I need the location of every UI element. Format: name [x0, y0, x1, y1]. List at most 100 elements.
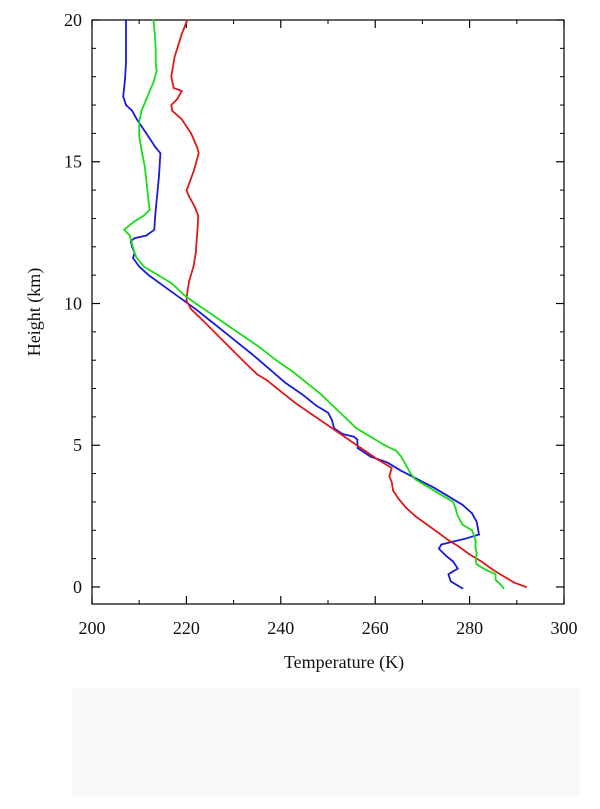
data-point — [452, 570, 454, 573]
data-point — [159, 152, 162, 155]
data-point — [140, 149, 143, 152]
data-point — [386, 461, 388, 464]
y-tick-label: 15 — [64, 152, 82, 172]
data-point — [140, 109, 143, 112]
data-point — [193, 206, 196, 209]
data-point — [356, 447, 359, 449]
data-point — [463, 537, 466, 540]
data-point — [180, 89, 183, 92]
data-point — [147, 200, 150, 203]
data-point — [190, 132, 193, 135]
series-line-2 — [170, 19, 527, 588]
data-point — [138, 121, 141, 123]
data-point — [133, 251, 136, 254]
data-point — [265, 379, 268, 381]
data-point — [154, 61, 157, 64]
data-point — [237, 342, 240, 345]
data-point — [475, 563, 478, 566]
data-point — [414, 478, 417, 481]
data-point — [195, 237, 198, 240]
data-point — [153, 228, 156, 231]
data-point — [145, 234, 148, 237]
data-point — [275, 359, 277, 362]
data-point — [474, 559, 477, 561]
data-point — [147, 274, 150, 277]
data-point — [499, 583, 502, 586]
data-point — [143, 166, 146, 169]
data-point — [301, 393, 303, 396]
data-point — [474, 540, 477, 543]
data-point — [409, 472, 412, 475]
data-point — [154, 146, 157, 149]
data-point — [426, 523, 429, 526]
data-point — [244, 362, 247, 364]
data-point — [471, 512, 473, 515]
data-point — [355, 427, 358, 430]
data-point — [156, 194, 159, 197]
data-point — [400, 469, 403, 472]
y-axis-label: Height (km) — [24, 268, 45, 356]
data-point — [135, 118, 138, 121]
data-point — [404, 464, 407, 466]
data-point — [397, 498, 400, 501]
data-point — [132, 257, 134, 260]
data-point — [244, 336, 247, 339]
data-point — [131, 109, 134, 112]
data-point — [327, 424, 329, 427]
data-point — [187, 194, 190, 197]
data-point — [190, 308, 193, 311]
data-point — [124, 78, 126, 81]
plot-frame — [91, 19, 565, 605]
data-point — [256, 373, 259, 376]
data-point — [261, 347, 263, 350]
data-point — [171, 109, 174, 112]
data-point — [230, 347, 233, 350]
data-point — [145, 183, 148, 186]
data-point — [154, 209, 157, 211]
data-point — [193, 169, 195, 172]
data-point — [194, 302, 197, 305]
data-point — [447, 573, 450, 576]
data-point — [145, 98, 148, 101]
data-point — [392, 489, 395, 492]
y-tick-label: 20 — [64, 10, 82, 30]
data-point — [471, 529, 473, 532]
data-point — [440, 543, 443, 546]
data-point — [452, 560, 454, 563]
data-point — [171, 282, 174, 285]
data-point — [223, 330, 226, 333]
data-point — [414, 515, 417, 518]
data-point — [196, 146, 199, 149]
data-point — [478, 533, 480, 536]
data-point — [251, 353, 254, 356]
data-point — [227, 325, 230, 328]
data-point — [456, 584, 459, 587]
data-point — [133, 220, 136, 223]
data-point — [456, 544, 459, 547]
data-point — [330, 418, 333, 421]
data-point — [185, 294, 188, 296]
y-tick-label: 5 — [73, 435, 82, 455]
data-point — [310, 413, 313, 415]
data-point — [494, 579, 497, 581]
data-point — [183, 299, 185, 302]
data-point — [343, 435, 346, 438]
data-point — [388, 475, 391, 478]
data-point — [170, 75, 173, 78]
data-point — [192, 265, 195, 268]
data-point — [183, 294, 185, 296]
data-point — [456, 515, 459, 518]
data-point — [194, 251, 197, 254]
data-point — [170, 104, 173, 106]
data-point — [390, 481, 393, 483]
data-point — [474, 546, 477, 549]
data-point — [279, 390, 282, 393]
data-point — [180, 118, 183, 121]
data-point — [390, 467, 393, 469]
data-point — [454, 506, 457, 509]
data-point — [438, 532, 440, 535]
x-tick-label: 260 — [362, 618, 389, 638]
data-point — [186, 186, 189, 189]
